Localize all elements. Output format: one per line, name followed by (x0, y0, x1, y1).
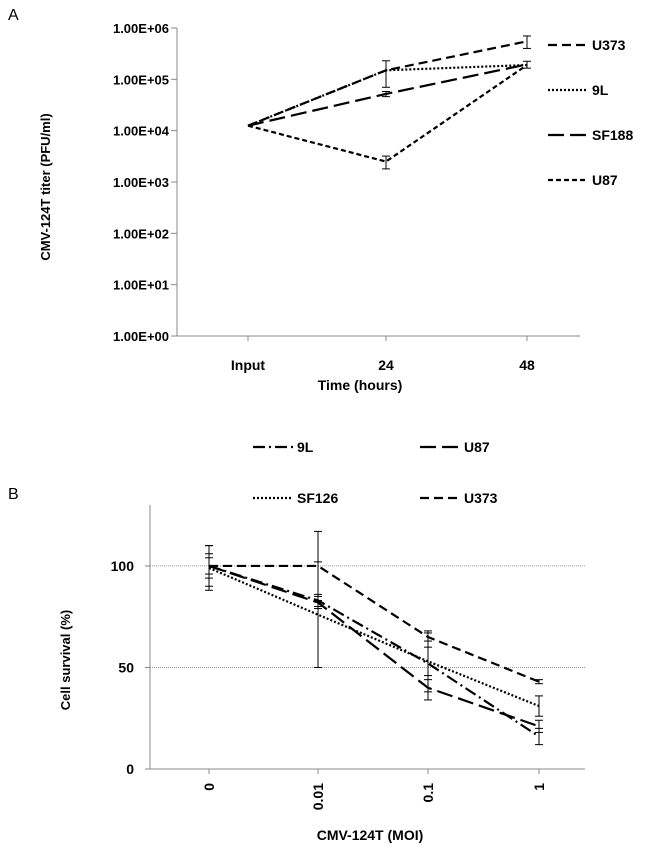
panel-a-y-tick-label: 1.00E+04 (113, 124, 170, 139)
series-line-u87 (247, 64, 528, 163)
legend-label-9l: 9L (297, 439, 314, 455)
panel-b-y-tick-label: 100 (111, 558, 135, 574)
panel-b-y-tick-label: 50 (118, 659, 134, 675)
series-line-sf188 (247, 63, 528, 127)
panel-b-x-tick-label: 0 (201, 783, 217, 791)
panel-a-y-tick-label: 1.00E+03 (113, 175, 169, 190)
series-line-9l (208, 564, 540, 738)
series-line-9l (247, 63, 528, 127)
legend-label-u373: U373 (464, 490, 498, 506)
panel-a-y-axis-title: CMV-124T titer (PFU/ml) (38, 113, 53, 260)
series-line-u373 (209, 564, 540, 683)
panel-a-y-tick-label: 1.00E+02 (113, 226, 169, 241)
legend-label-u373: U373 (592, 37, 626, 53)
panel-b-y-axis-title: Cell survival (%) (58, 610, 73, 710)
panel-a-x-tick-label: Input (231, 357, 266, 373)
series-line-u373 (247, 40, 528, 127)
panel-a-x-tick-label: 48 (519, 357, 535, 373)
series-line-sf126 (208, 566, 540, 708)
legend-label-9l: 9L (592, 82, 609, 98)
panel-a-x-tick-label: 24 (378, 357, 394, 373)
panel-a-y-tick-label: 1.00E+00 (113, 329, 169, 344)
panel-b-x-tick-label: 0.1 (420, 783, 436, 803)
legend-label-sf188: SF188 (592, 127, 633, 143)
legend-label-sf126: SF126 (297, 490, 338, 506)
panel-a-y-tick-label: 1.00E+05 (113, 72, 169, 87)
panel-a: A CMV-124T titer (PFU/ml) Time (hours) 1… (8, 7, 633, 393)
legend-label-u87: U87 (592, 172, 618, 188)
panel-b: B Cell survival (%) CMV-124T (MOI) 05010… (8, 439, 585, 843)
panel-b-x-tick-label: 0.01 (310, 783, 326, 810)
panel-b-x-tick-label: 1 (531, 783, 547, 791)
series-line-u87 (208, 564, 540, 728)
panel-b-label: B (8, 486, 19, 503)
panel-a-y-tick-label: 1.00E+01 (113, 278, 169, 293)
panel-a-x-axis-title: Time (hours) (318, 377, 403, 393)
panel-b-x-axis-title: CMV-124T (MOI) (317, 827, 424, 843)
panel-a-label: A (8, 7, 19, 24)
panel-a-y-tick-label: 1.00E+06 (113, 21, 169, 36)
legend-label-u87: U87 (464, 439, 490, 455)
panel-b-y-tick-label: 0 (126, 761, 134, 777)
